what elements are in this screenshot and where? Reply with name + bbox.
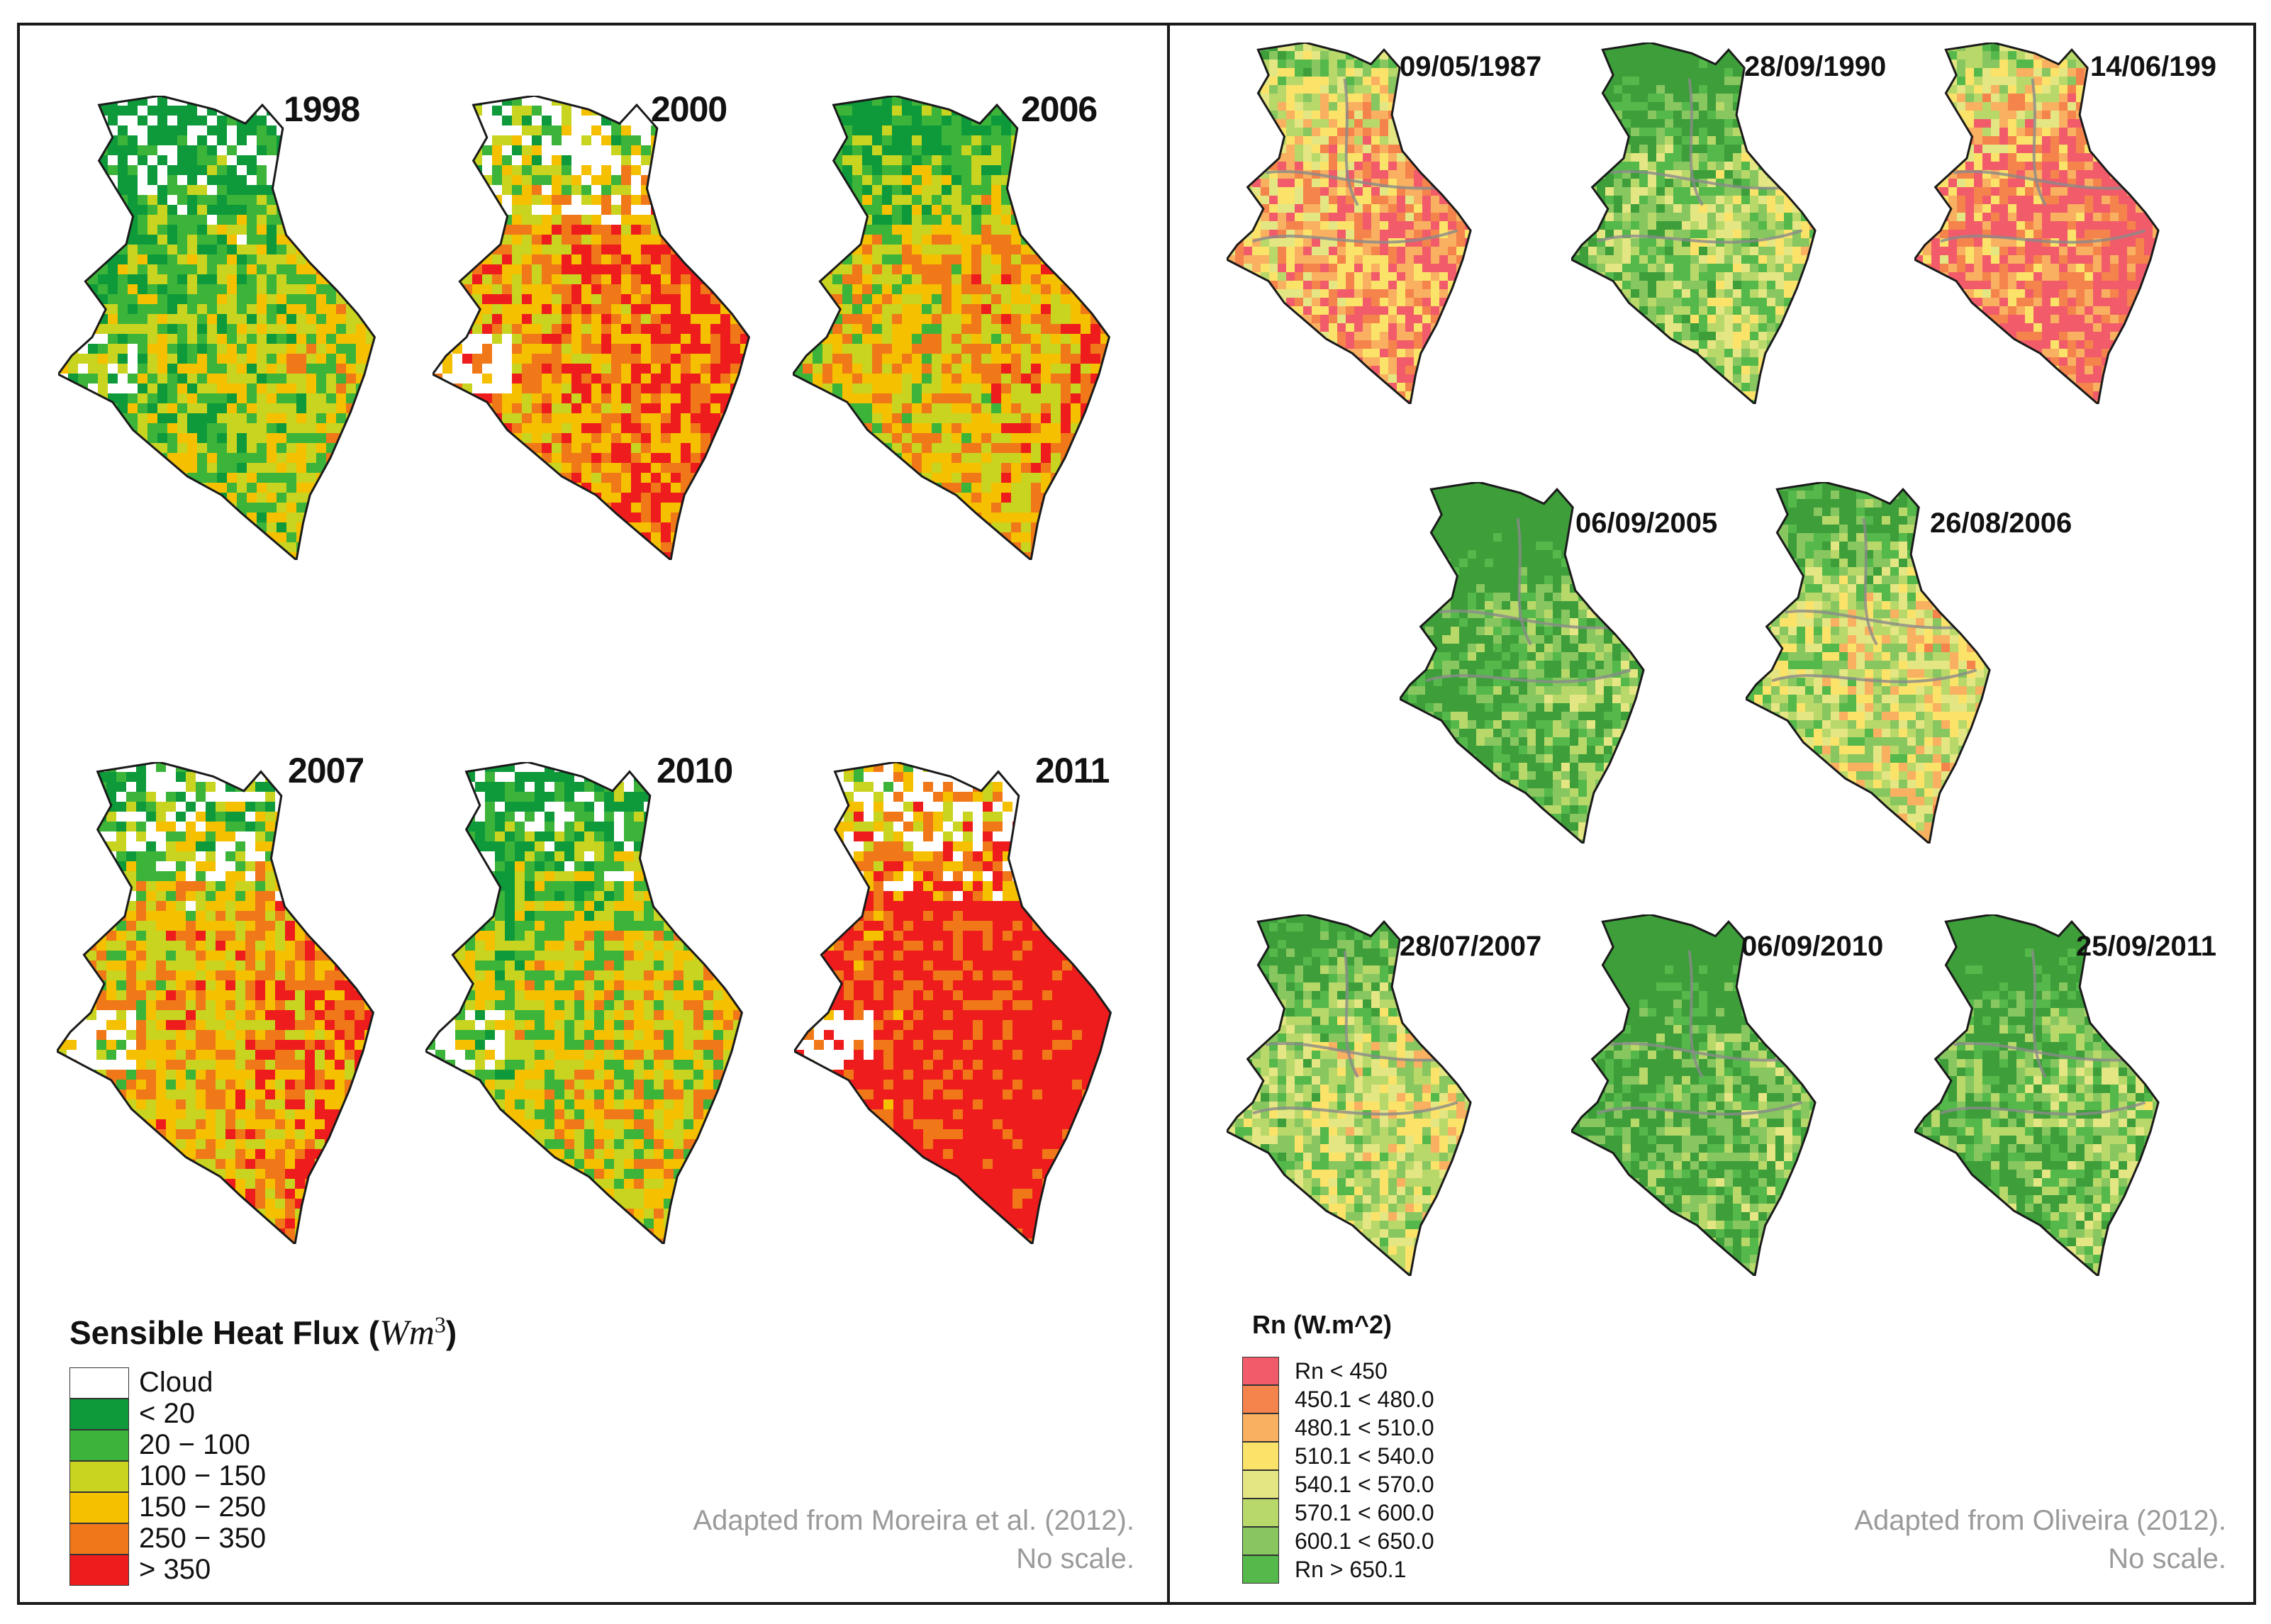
legend-label: 250 − 350 (139, 1523, 266, 1555)
legend-label: 540.1 < 570.0 (1295, 1472, 1434, 1498)
heat-flux-map-2000 (433, 96, 751, 560)
legend-item: 570.1 < 600.0 (1242, 1499, 1434, 1527)
credit-line: Adapted from Moreira et al. (2012). (496, 1501, 1134, 1540)
map-date-label: 28/07/2007 (1400, 931, 1541, 963)
map-date-label: 06/09/2005 (1575, 508, 1717, 539)
map-raster (1914, 914, 2159, 1276)
legend-swatch (69, 1491, 129, 1523)
map-date-label: 09/05/1987 (1400, 51, 1541, 83)
legend-swatch (1242, 1527, 1279, 1555)
net-radiation-map-28-09-1990 (1571, 43, 1817, 404)
legend-swatch (1242, 1470, 1279, 1499)
credit-line: Adapted from Oliveira (2012). (1588, 1501, 2226, 1540)
legend-label: 150 − 250 (139, 1491, 266, 1523)
map-date-label: 25/09/2011 (2076, 931, 2216, 963)
net-radiation-map-06-09-2010 (1571, 914, 1817, 1276)
heat-flux-map-2006 (793, 96, 1111, 560)
legend-item: 150 − 250 (69, 1491, 266, 1523)
legend-title-close: ) (446, 1314, 457, 1351)
legend-swatch (1242, 1357, 1279, 1385)
legend-item: 250 − 350 (69, 1523, 266, 1555)
heat-flux-map-2010 (425, 762, 744, 1244)
credit-line: No scale. (496, 1540, 1134, 1578)
legend-item: Rn > 650.1 (1242, 1555, 1406, 1584)
right-credit: Adapted from Oliveira (2012). No scale. (1588, 1501, 2226, 1578)
credit-line: No scale. (1588, 1540, 2226, 1578)
legend-swatch (1242, 1499, 1279, 1527)
map-date-label: 28/09/1990 (1744, 51, 1886, 83)
map-date-label: 14/06/199 (2090, 51, 2216, 83)
legend-item: > 350 (69, 1554, 211, 1586)
heat-flux-map-2007 (57, 762, 375, 1244)
map-raster (425, 762, 742, 1244)
map-year-label: 2006 (1021, 89, 1098, 130)
legend-label: 600.1 < 650.0 (1295, 1528, 1434, 1555)
map-raster (1571, 43, 1816, 404)
legend-swatch (1242, 1385, 1279, 1413)
legend-item: 20 − 100 (69, 1429, 250, 1461)
map-year-label: 2000 (651, 89, 727, 130)
legend-title: Rn (W.m^2) (1252, 1310, 1392, 1340)
legend-swatch (69, 1398, 129, 1430)
net-radiation-map-26-08-2006 (1746, 482, 1991, 844)
legend-swatch (69, 1523, 129, 1555)
left-credit: Adapted from Moreira et al. (2012). No s… (496, 1501, 1134, 1578)
map-year-label: 2010 (657, 750, 733, 791)
map-year-label: 1998 (284, 89, 360, 130)
net-radiation-map-09-05-1987 (1227, 43, 1472, 404)
heat-flux-map-2011 (794, 762, 1112, 1244)
net-radiation-map-25-09-2011 (1914, 914, 2160, 1276)
legend-label: 570.1 < 600.0 (1295, 1500, 1434, 1526)
legend-swatch (69, 1367, 129, 1399)
legend-title: Sensible Heat Flux (Wm3) (69, 1311, 457, 1353)
legend-item: 510.1 < 540.0 (1242, 1442, 1434, 1470)
legend-item: Rn < 450 (1242, 1357, 1388, 1385)
legend-swatch (69, 1554, 129, 1586)
legend-item: < 20 (69, 1398, 195, 1430)
legend-label: 100 − 150 (139, 1460, 266, 1492)
map-raster (794, 762, 1111, 1244)
heat-flux-map-1998 (58, 96, 376, 560)
legend-label: Cloud (139, 1367, 213, 1399)
map-date-label: 26/08/2006 (1930, 508, 2072, 539)
map-raster (1227, 914, 1471, 1276)
net-radiation-map-14-06-199 (1914, 43, 2160, 404)
map-raster (433, 96, 749, 560)
map-year-label: 2007 (288, 750, 364, 791)
legend-label: Rn > 650.1 (1295, 1557, 1406, 1583)
legend-unit: Wm (379, 1312, 435, 1352)
net-radiation-map-06-09-2005 (1400, 482, 1645, 844)
right-panel-frame (1167, 23, 2256, 1605)
legend-item: Cloud (69, 1367, 213, 1399)
legend-item: 480.1 < 510.0 (1242, 1413, 1434, 1442)
legend-label: Rn < 450 (1295, 1358, 1388, 1384)
legend-swatch (1242, 1442, 1279, 1470)
legend-item: 600.1 < 650.0 (1242, 1527, 1434, 1555)
legend-swatch (69, 1460, 129, 1492)
legend-label: 480.1 < 510.0 (1295, 1415, 1434, 1441)
net-radiation-map-28-07-2007 (1227, 914, 1472, 1276)
map-raster (57, 762, 374, 1244)
legend-item: 450.1 < 480.0 (1242, 1385, 1434, 1413)
map-year-label: 2011 (1035, 750, 1110, 791)
legend-unit-exponent: 3 (435, 1312, 446, 1338)
legend-item: 540.1 < 570.0 (1242, 1470, 1434, 1499)
legend-swatch (1242, 1555, 1279, 1584)
map-raster (58, 96, 375, 560)
legend-label: < 20 (139, 1398, 195, 1430)
legend-item: 100 − 150 (69, 1460, 266, 1492)
map-raster (793, 96, 1110, 560)
map-raster (1227, 43, 1471, 404)
legend-title-text: Sensible Heat Flux ( (69, 1314, 379, 1351)
map-raster (1914, 43, 2159, 404)
map-raster (1571, 914, 1816, 1276)
legend-swatch (1242, 1413, 1279, 1442)
legend-label: 510.1 < 540.0 (1295, 1443, 1434, 1469)
legend-label: > 350 (139, 1554, 211, 1586)
map-date-label: 06/09/2010 (1741, 931, 1883, 963)
legend-label: 450.1 < 480.0 (1295, 1387, 1434, 1413)
legend-label: 20 − 100 (139, 1429, 250, 1461)
legend-swatch (69, 1429, 129, 1461)
